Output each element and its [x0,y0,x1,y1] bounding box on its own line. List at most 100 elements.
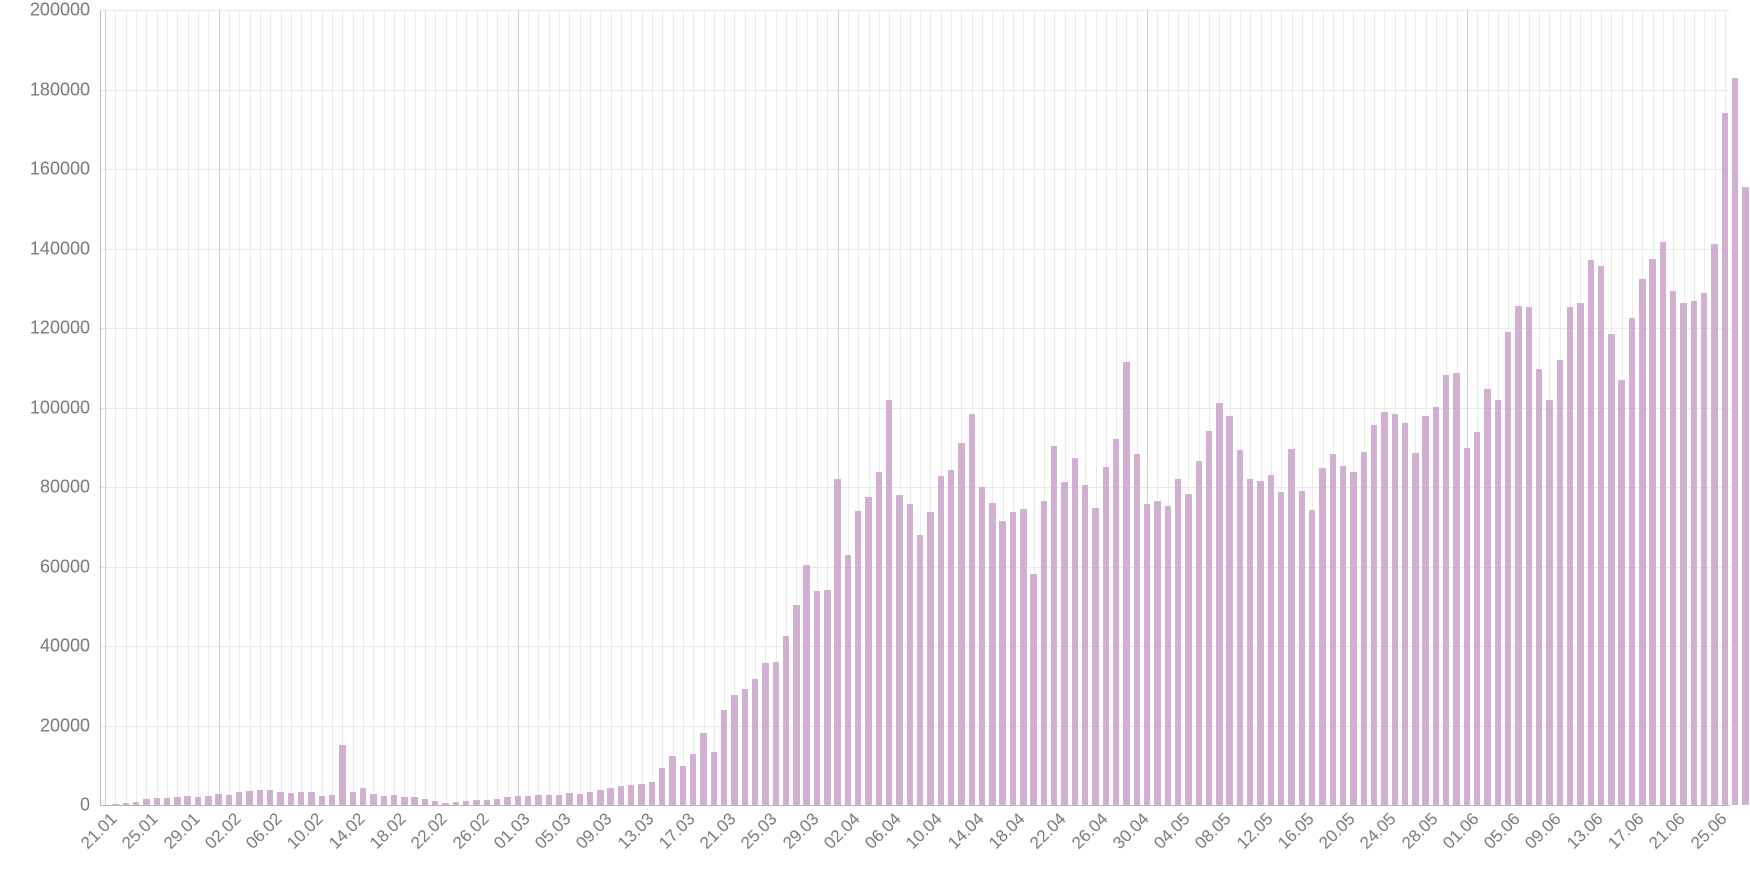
x-axis-tick-label: 14.02 [321,805,369,853]
gridline-vertical-minor [662,10,663,805]
bar [1288,449,1294,805]
bar [360,788,366,805]
bar [411,797,417,805]
bar [370,794,376,805]
gridline-vertical-minor [322,10,323,805]
bar [948,470,954,805]
gridline-vertical-minor [569,10,570,805]
bar [855,511,861,805]
bar [277,792,283,805]
gridline-vertical-minor [487,10,488,805]
bar [886,400,892,805]
bar [1577,303,1583,805]
x-axis-tick-label: 05.03 [527,805,575,853]
bar [1020,509,1026,805]
gridline-vertical-minor [157,10,158,805]
gridline-vertical-minor [714,10,715,805]
bar [442,803,448,805]
gridline-vertical-minor [188,10,189,805]
bar [742,689,748,805]
gridline-vertical-minor [631,10,632,805]
bar [1340,466,1346,805]
gridline-vertical-minor [415,10,416,805]
x-axis-tick-label: 10.04 [898,805,946,853]
gridline-vertical-minor [394,10,395,805]
y-axis-tick-label: 100000 [30,397,100,418]
gridline-vertical-minor [528,10,529,805]
bar [1381,412,1387,805]
bar [1082,485,1088,805]
bar [267,790,273,805]
gridline-vertical-minor [693,10,694,805]
gridline-vertical-minor [115,10,116,805]
bar [876,472,882,805]
bar [1546,400,1552,805]
bar [350,792,356,805]
x-axis-tick-label: 21.06 [1641,805,1689,853]
gridline-vertical-minor [404,10,405,805]
bar [1226,416,1232,805]
bar [1660,242,1666,805]
bar [546,795,552,805]
bar [401,797,407,805]
gridline-horizontal [100,90,1730,91]
bar [1309,510,1315,805]
bar [1618,380,1624,805]
x-axis-tick-label: 05.06 [1476,805,1524,853]
x-axis-tick-label: 26.04 [1063,805,1111,853]
bar [1134,454,1140,805]
gridline-horizontal [100,169,1730,170]
bar [587,792,593,805]
bar [700,733,706,805]
bar [958,443,964,805]
bar [1505,332,1511,805]
y-axis-tick-label: 120000 [30,318,100,339]
bar [1319,468,1325,805]
bar [1598,266,1604,805]
x-axis-tick-label: 29.03 [775,805,823,853]
gridline-vertical-minor [363,10,364,805]
x-axis-tick-label: 16.05 [1270,805,1318,853]
bar [504,797,510,805]
bar [525,796,531,805]
gridline-vertical-minor [724,10,725,805]
bar [391,795,397,805]
bar [773,662,779,805]
bar [814,591,820,805]
bar [1495,400,1501,805]
bar [1567,307,1573,805]
bar [762,663,768,805]
bar [1030,574,1036,805]
bar [164,798,170,805]
bar [638,784,644,805]
bar [1629,318,1635,805]
bar [938,476,944,805]
bar [577,794,583,805]
y-axis-line [100,10,101,805]
x-axis-tick-label: 02.04 [816,805,864,853]
bar [1711,244,1717,805]
bar [1051,446,1057,805]
bar [1278,492,1284,805]
bar-chart: 0200004000060000800001000001200001400001… [0,0,1750,875]
x-axis-tick-label: 29.01 [156,805,204,853]
gridline-horizontal [100,328,1730,329]
bar [1268,475,1274,805]
bar [845,555,851,805]
bar [1371,425,1377,805]
bar [793,605,799,805]
x-axis-tick-label: 22.04 [1022,805,1070,853]
gridline-vertical-minor [126,10,127,805]
bar [1453,373,1459,805]
bar [999,521,1005,805]
x-axis-tick-label: 12.05 [1229,805,1277,853]
bar [1742,187,1748,805]
gridline-vertical-minor [353,10,354,805]
bar [731,695,737,805]
bar [597,790,603,806]
y-axis-tick-label: 200000 [30,0,100,21]
bar [1515,306,1521,805]
bar [195,797,201,805]
x-axis-tick-label: 13.03 [610,805,658,853]
bar [484,800,490,805]
